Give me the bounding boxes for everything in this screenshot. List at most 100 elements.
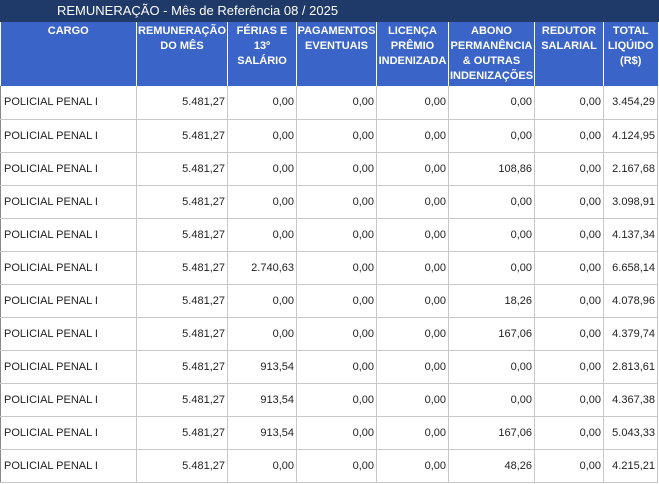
cell-total: 4.124,95 [603,119,658,153]
cell-pagamentos: 0,00 [296,152,377,186]
cell-cargo: POLICIAL PENAL I [0,284,137,318]
table-row: POLICIAL PENAL I 5.481,27 0,00 0,00 0,00 0,00… [0,119,658,153]
cell-redutor: 0,00 [534,251,604,285]
cell-ferias: 2.740,63 [227,251,297,285]
header-row: CARGO REMUNERAÇÃO DO MÊS FÉRIAS E 13º SA… [0,22,658,86]
cell-redutor: 0,00 [534,218,604,252]
cell-licenca: 0,00 [376,185,449,219]
table-row: POLICIAL PENAL I 5.481,27 913,54 0,00 0,00 0,… [0,350,658,384]
cell-abono: 48,26 [448,449,535,483]
table-row: POLICIAL PENAL I 5.481,27 2.740,63 0,00 0,00… [0,251,658,285]
cell-redutor: 0,00 [534,152,604,186]
cell-licenca: 0,00 [376,284,449,318]
cell-cargo: POLICIAL PENAL I [0,317,137,351]
cell-remuneracao: 5.481,27 [136,383,228,417]
remuneration-table: CARGO REMUNERAÇÃO DO MÊS FÉRIAS E 13º SA… [0,22,658,483]
cell-ferias: 0,00 [227,449,297,483]
header-abono: ABONO PERMANÊNCIA & OUTRAS INDENIZAÇÕES [448,22,535,86]
table-header: CARGO REMUNERAÇÃO DO MÊS FÉRIAS E 13º SA… [0,22,658,86]
table-row: POLICIAL PENAL I 5.481,27 0,00 0,00 0,00 108,… [0,152,658,186]
cell-remuneracao: 5.481,27 [136,119,228,153]
header-remuneracao: REMUNERAÇÃO DO MÊS [136,22,228,86]
cell-redutor: 0,00 [534,185,604,219]
cell-pagamentos: 0,00 [296,185,377,219]
cell-ferias: 0,00 [227,317,297,351]
table-row: POLICIAL PENAL I 5.481,27 0,00 0,00 0,00 0,00… [0,218,658,252]
cell-ferias: 0,00 [227,284,297,318]
cell-abono: 167,06 [448,317,535,351]
cell-abono: 0,00 [448,251,535,285]
cell-total: 3.454,29 [603,86,658,120]
header-total: TOTAL LIQÚIDO (R$) [603,22,658,86]
cell-remuneracao: 5.481,27 [136,416,228,450]
cell-licenca: 0,00 [376,86,449,120]
cell-redutor: 0,00 [534,317,604,351]
cell-licenca: 0,00 [376,119,449,153]
cell-abono: 0,00 [448,350,535,384]
cell-pagamentos: 0,00 [296,119,377,153]
cell-licenca: 0,00 [376,449,449,483]
cell-cargo: POLICIAL PENAL I [0,383,137,417]
cell-cargo: POLICIAL PENAL I [0,119,137,153]
cell-pagamentos: 0,00 [296,416,377,450]
cell-cargo: POLICIAL PENAL I [0,152,137,186]
cell-ferias: 913,54 [227,416,297,450]
header-redutor: REDUTOR SALARIAL [534,22,604,86]
cell-total: 4.379,74 [603,317,658,351]
cell-total: 4.078,96 [603,284,658,318]
cell-cargo: POLICIAL PENAL I [0,449,137,483]
table-row: POLICIAL PENAL I 5.481,27 0,00 0,00 0,00 167,… [0,317,658,351]
cell-abono: 108,86 [448,152,535,186]
cell-pagamentos: 0,00 [296,218,377,252]
cell-remuneracao: 5.481,27 [136,317,228,351]
cell-redutor: 0,00 [534,383,604,417]
cell-total: 4.215,21 [603,449,658,483]
cell-total: 2.813,61 [603,350,658,384]
cell-redutor: 0,00 [534,86,604,120]
table-row: POLICIAL PENAL I 5.481,27 913,54 0,00 0,00 0,… [0,383,658,417]
cell-total: 3.098,91 [603,185,658,219]
cell-abono: 0,00 [448,185,535,219]
cell-remuneracao: 5.481,27 [136,449,228,483]
cell-redutor: 0,00 [534,350,604,384]
cell-abono: 0,00 [448,383,535,417]
cell-remuneracao: 5.481,27 [136,152,228,186]
cell-licenca: 0,00 [376,416,449,450]
cell-pagamentos: 0,00 [296,317,377,351]
cell-ferias: 0,00 [227,152,297,186]
header-licenca: LICENÇA PRÊMIO INDENIZADA [376,22,449,86]
cell-cargo: POLICIAL PENAL I [0,185,137,219]
cell-abono: 0,00 [448,86,535,120]
cell-remuneracao: 5.481,27 [136,350,228,384]
header-ferias: FÉRIAS E 13º SALÁRIO [227,22,297,86]
cell-total: 5.043,33 [603,416,658,450]
cell-total: 6.658,14 [603,251,658,285]
cell-remuneracao: 5.481,27 [136,185,228,219]
table-row: POLICIAL PENAL I 5.481,27 0,00 0,00 0,00 18,2… [0,284,658,318]
table-row: POLICIAL PENAL I 5.481,27 0,00 0,00 0,00 48,2… [0,449,658,483]
cell-remuneracao: 5.481,27 [136,284,228,318]
cell-cargo: POLICIAL PENAL I [0,218,137,252]
cell-pagamentos: 0,00 [296,251,377,285]
cell-redutor: 0,00 [534,284,604,318]
cell-pagamentos: 0,00 [296,449,377,483]
page-title: REMUNERAÇÃO - Mês de Referência 08 / 202… [0,0,659,22]
cell-licenca: 0,00 [376,152,449,186]
cell-ferias: 0,00 [227,185,297,219]
cell-pagamentos: 0,00 [296,284,377,318]
cell-licenca: 0,00 [376,218,449,252]
table-body: POLICIAL PENAL I 5.481,27 0,00 0,00 0,00 0,00… [0,86,658,483]
cell-redutor: 0,00 [534,119,604,153]
header-pagamentos: PAGAMENTOS EVENTUAIS [296,22,377,86]
cell-abono: 18,26 [448,284,535,318]
cell-abono: 167,06 [448,416,535,450]
cell-licenca: 0,00 [376,350,449,384]
cell-ferias: 0,00 [227,218,297,252]
cell-pagamentos: 0,00 [296,350,377,384]
cell-cargo: POLICIAL PENAL I [0,86,137,120]
table-row: POLICIAL PENAL I 5.481,27 0,00 0,00 0,00 0,00… [0,185,658,219]
cell-cargo: POLICIAL PENAL I [0,416,137,450]
cell-remuneracao: 5.481,27 [136,218,228,252]
cell-ferias: 913,54 [227,383,297,417]
cell-remuneracao: 5.481,27 [136,251,228,285]
